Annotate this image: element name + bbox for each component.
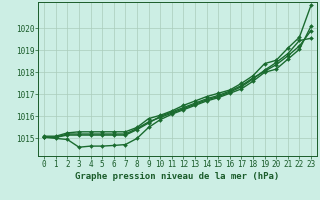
X-axis label: Graphe pression niveau de la mer (hPa): Graphe pression niveau de la mer (hPa) [76, 172, 280, 181]
